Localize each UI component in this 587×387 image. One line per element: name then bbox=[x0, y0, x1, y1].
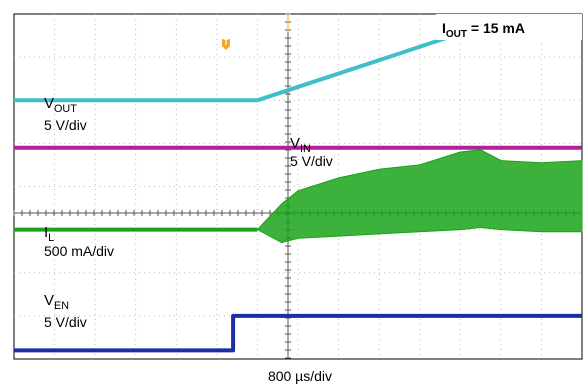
series-scale-i-l: 500 mA/div bbox=[44, 243, 114, 259]
series-scale-v-in: 5 V/div bbox=[290, 153, 333, 169]
trace-v-en bbox=[14, 313, 582, 353]
trigger-marker-label: T bbox=[224, 38, 229, 47]
x-axis-label: 800 µs/div bbox=[268, 368, 332, 384]
trace-i-l-envelope bbox=[14, 149, 583, 244]
series-label-v-in: VIN bbox=[290, 135, 311, 155]
series-label-v-out: VOUT bbox=[44, 95, 77, 115]
series-scale-v-en: 5 V/div bbox=[44, 314, 87, 330]
title-box bbox=[436, 14, 582, 40]
chart-title: IOUT = 15 mA bbox=[442, 20, 525, 40]
series-scale-v-out: 5 V/div bbox=[44, 117, 87, 133]
trigger-marker-icon bbox=[222, 39, 230, 50]
series-label-v-en: VEN bbox=[44, 292, 69, 312]
series-label-i-l: IL bbox=[44, 224, 54, 244]
